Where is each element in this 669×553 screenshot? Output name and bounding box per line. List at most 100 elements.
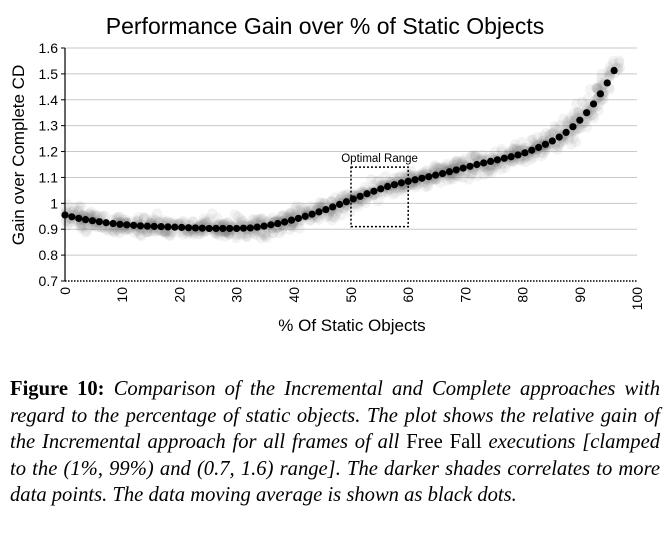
- scatter-point: [478, 169, 490, 181]
- scatter-point: [469, 151, 480, 162]
- average-point: [342, 198, 351, 206]
- scatter-point: [398, 185, 410, 196]
- scatter-point: [75, 201, 87, 212]
- scatter-point: [565, 112, 576, 123]
- scatter-point: [80, 227, 91, 238]
- scatter-point: [448, 174, 459, 185]
- scatter-point: [267, 212, 278, 224]
- scatter-point: [284, 207, 296, 219]
- scatter-point: [528, 152, 539, 163]
- average-point: [287, 216, 296, 224]
- scatter-point: [467, 169, 478, 180]
- scatter-point: [486, 162, 497, 173]
- scatter-point: [113, 225, 124, 236]
- scatter-point: [150, 214, 161, 226]
- scatter-point: [241, 231, 252, 243]
- y-tick-label: 1.6: [39, 40, 59, 56]
- scatter-point: [588, 110, 599, 121]
- scatter-point: [321, 211, 332, 223]
- scatter-point: [164, 230, 175, 241]
- scatter-point: [176, 216, 188, 227]
- scatter-point: [549, 141, 560, 153]
- scatter-point: [584, 84, 596, 95]
- average-point: [260, 222, 268, 230]
- scatter-point: [207, 208, 218, 219]
- y-tick-label: 1.4: [39, 92, 59, 108]
- axes: [61, 47, 637, 282]
- y-tick-label: 1.5: [39, 66, 59, 82]
- scatter-point: [255, 213, 266, 225]
- average-point: [370, 187, 378, 195]
- scatter-point: [106, 225, 118, 236]
- optimal-range-annotation: Optimal Range: [341, 153, 418, 228]
- scatter-point: [212, 212, 223, 224]
- scatter-point: [313, 214, 324, 225]
- caption-label: Figure 10:: [10, 378, 105, 400]
- scatter-point: [538, 148, 550, 159]
- scatter-point: [133, 212, 144, 223]
- scatter-point: [421, 165, 432, 176]
- scatter-point: [230, 232, 242, 244]
- scatter-point: [451, 158, 463, 170]
- y-tick-label: 1.1: [39, 169, 59, 185]
- scatter-point: [563, 115, 574, 126]
- x-tick-label: 90: [572, 287, 588, 303]
- scatter-point: [290, 203, 301, 214]
- scatter-point: [260, 227, 271, 239]
- average-point: [212, 224, 220, 233]
- scatter-point: [496, 144, 507, 155]
- scatter-point: [330, 208, 342, 220]
- x-tick-labels: 0 10 20 30 40 50 60 70 80 90 100: [57, 287, 645, 311]
- scatter-point: [198, 213, 210, 224]
- scatter-point: [466, 169, 477, 180]
- average-point: [102, 219, 110, 227]
- scatter-point: [84, 208, 95, 219]
- scatter-point: [139, 212, 150, 224]
- x-tick-label: 30: [229, 287, 245, 303]
- average-point: [233, 224, 241, 233]
- scatter-point: [572, 106, 583, 117]
- scatter-point: [187, 215, 199, 227]
- scatter-point: [419, 181, 431, 192]
- scatter-point: [568, 115, 580, 126]
- scatter-point: [553, 140, 564, 152]
- x-tick-label: 100: [629, 287, 645, 311]
- scatter-point: [536, 150, 547, 162]
- average-point: [438, 169, 447, 178]
- caption-upright-text: Free Fall: [406, 431, 482, 454]
- scatter-point: [141, 226, 152, 238]
- average-point: [425, 173, 433, 181]
- scatter-point: [608, 56, 619, 67]
- average-point: [445, 168, 453, 176]
- scatter-point: [580, 99, 592, 111]
- average-point: [130, 221, 138, 229]
- scatter-point: [510, 139, 521, 150]
- scatter-point: [129, 227, 140, 239]
- scatter-point: [260, 230, 272, 241]
- y-tick-label: 1.3: [39, 118, 59, 134]
- scatter-point: [394, 185, 406, 196]
- scatter-point: [394, 171, 405, 182]
- scatter-point: [568, 133, 579, 145]
- x-tick-label: 20: [171, 287, 187, 303]
- caption-text-1: Comparison of the Incremental and Comple…: [10, 378, 660, 454]
- scatter-point: [329, 192, 341, 203]
- scatter-point: [595, 81, 606, 92]
- scatter-point: [547, 128, 558, 139]
- x-axis-label: % Of Static Objects: [278, 316, 425, 335]
- scatter-point: [466, 151, 478, 162]
- scatter-point: [285, 208, 296, 219]
- scatter-point: [114, 227, 125, 239]
- scatter-point: [247, 214, 258, 225]
- average-point: [377, 185, 385, 193]
- average-point: [171, 223, 179, 231]
- scatter-point: [352, 201, 364, 212]
- scatter-point: [468, 150, 479, 161]
- average-point: [322, 205, 330, 214]
- optimal-range-box: [350, 166, 409, 228]
- scatter-point: [508, 143, 519, 154]
- scatter-point: [545, 128, 556, 140]
- x-tick-label: 50: [343, 287, 359, 303]
- x-tick-label: 70: [457, 287, 473, 303]
- scatter-point: [235, 229, 247, 241]
